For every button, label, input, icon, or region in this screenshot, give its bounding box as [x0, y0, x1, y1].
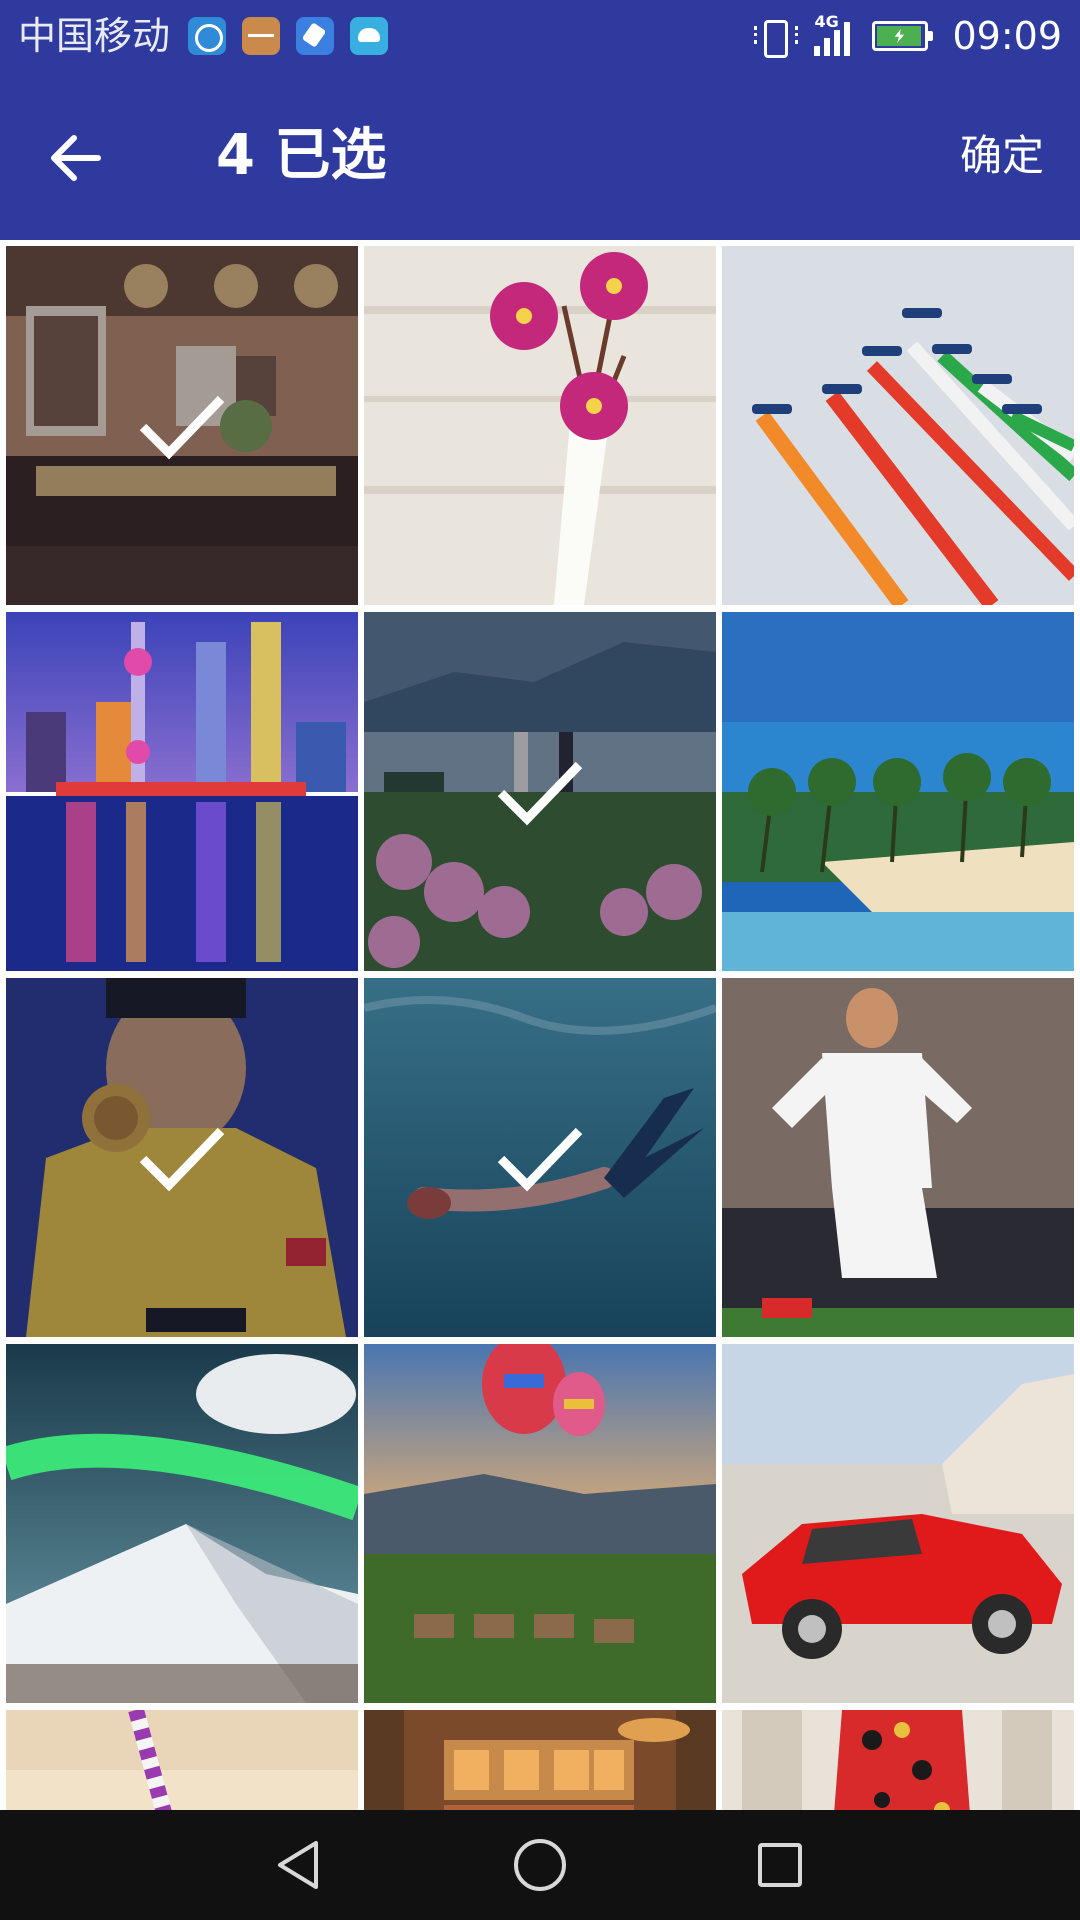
health-icon: [242, 17, 280, 55]
photo-tile[interactable]: [364, 612, 716, 971]
check-icon: [495, 1123, 585, 1193]
recents-square-icon[interactable]: [750, 1835, 810, 1895]
photo-tile[interactable]: [6, 612, 358, 971]
android-app-icon: [350, 17, 388, 55]
photo-tile[interactable]: [6, 246, 358, 605]
red-sports-car-photo: [722, 1344, 1074, 1703]
photo-tile[interactable]: [722, 612, 1074, 971]
photo-tile[interactable]: [364, 1710, 716, 1810]
check-icon: [137, 391, 227, 461]
kitchen-cabinets-photo: [364, 1710, 716, 1810]
status-bar: 中国移动 4G 09:09: [0, 0, 1080, 72]
system-icons: 4G 09:09: [752, 10, 1062, 62]
carrier-name: 中国移动: [18, 12, 170, 60]
tropical-beach-photo: [722, 612, 1074, 971]
photo-tile[interactable]: [6, 1710, 358, 1810]
soccer-player-photo: [722, 978, 1074, 1337]
arrow-back-icon: [36, 118, 116, 198]
clock: 09:09: [952, 14, 1062, 58]
photo-tile[interactable]: [6, 1344, 358, 1703]
photo-tile[interactable]: [6, 978, 358, 1337]
vibrate-icon: [752, 16, 796, 56]
navigation-bar: [0, 1810, 1080, 1920]
photo-tile[interactable]: [364, 978, 716, 1337]
back-triangle-icon[interactable]: [270, 1835, 330, 1895]
photo-tile[interactable]: [722, 1710, 1074, 1810]
check-icon: [137, 1123, 227, 1193]
signal-icon: 4G: [810, 14, 858, 58]
battery-charging-icon: [872, 21, 928, 51]
airshow-jets-photo: [722, 246, 1074, 605]
photo-tile[interactable]: [722, 1344, 1074, 1703]
photo-tile[interactable]: [364, 246, 716, 605]
photo-tile[interactable]: [722, 246, 1074, 605]
mail-app-icon: [296, 17, 334, 55]
back-button[interactable]: [36, 118, 116, 198]
pink-flowers-vase-photo: [364, 246, 716, 605]
photo-grid: [0, 240, 1080, 1810]
drink-straw-photo: [6, 1710, 358, 1810]
aurora-mountain-photo: [6, 1344, 358, 1703]
browser-icon: [188, 17, 226, 55]
city-night-skyline-photo: [6, 612, 358, 971]
selection-count-title: 4 已选: [216, 120, 386, 192]
home-circle-icon[interactable]: [510, 1835, 570, 1895]
check-icon: [495, 757, 585, 827]
photo-tile[interactable]: [722, 978, 1074, 1337]
app-bar: 4 已选 确定: [0, 72, 1080, 240]
photo-tile[interactable]: [364, 1344, 716, 1703]
notification-icons: [188, 17, 388, 55]
fashion-shirt-photo: [722, 1710, 1074, 1810]
hot-air-balloons-photo: [364, 1344, 716, 1703]
confirm-button[interactable]: 确定: [960, 126, 1044, 186]
